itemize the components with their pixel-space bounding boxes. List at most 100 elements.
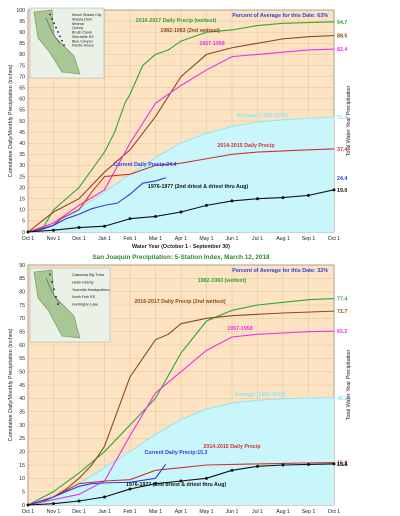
series-line-1957-1958 — [27, 48, 335, 233]
y-tick-label: 85 — [19, 276, 25, 282]
y-tick-label: 60 — [19, 97, 25, 103]
series-point — [154, 214, 157, 218]
station-marker — [53, 288, 55, 291]
y-tick-label: 10 — [19, 208, 25, 214]
series-point — [77, 499, 81, 503]
y-tick-label: 80 — [19, 289, 25, 295]
station-label: Quincy — [72, 26, 83, 30]
y-tick-label: 55 — [19, 356, 25, 362]
y-tick-label: 50 — [19, 369, 25, 375]
series-label-1976-1977-2nd-driest-driest-thru-aug: 1976-1977 (2nd driest & driest thru Aug) — [148, 184, 248, 190]
y-tick-label: 90 — [19, 30, 25, 36]
x-tick-label: Jul 1 — [252, 509, 263, 515]
series-point — [179, 210, 183, 214]
x-tick-label: May 1 — [199, 236, 213, 242]
y-tick-label: 85 — [19, 41, 25, 47]
series-point — [103, 495, 106, 499]
series-label-average-1960-2015: Average (1960-2015) — [236, 113, 287, 119]
series-point — [256, 464, 259, 468]
end-value-2014-2015-daily-precip: 15.9 — [337, 461, 347, 467]
series-point — [205, 476, 208, 480]
y-tick-label: 25 — [19, 436, 25, 442]
series-point — [281, 463, 285, 467]
station-label: Sierraville RS — [72, 35, 94, 39]
x-tick-label: Jan 1 — [98, 236, 111, 242]
series-line-1957-1958 — [27, 330, 335, 506]
y-tick-label: 65 — [19, 86, 25, 92]
series-line-1982-1983-2nd-wettest — [27, 34, 335, 233]
station-label: Huntington Lake — [72, 303, 98, 307]
series-point — [230, 199, 234, 203]
x-tick-label: Dec 1 — [72, 509, 86, 515]
series-line-average-1960-2015 — [27, 116, 335, 233]
series-label-2016-2017-daily-precip-2nd-wettest: 2016-2017 Daily Precip (2nd wettest) — [134, 299, 226, 305]
end-value-current-daily-precip: 15.3 — [337, 462, 347, 468]
series-point — [332, 462, 336, 466]
station-marker — [49, 13, 51, 16]
x-tick-label: Feb 1 — [123, 509, 136, 515]
series-point — [154, 482, 157, 486]
station-label: Yosemite Headquarters — [72, 288, 110, 292]
end-value-2014-2015-daily-precip: 37.4 — [337, 147, 347, 153]
series-label-1982-1983-wettest: 1982-1983 (wettest) — [198, 278, 247, 284]
y-tick-label: 65 — [19, 329, 25, 335]
series-point — [52, 228, 55, 232]
y-axis-label-right: Total Water Year Precipitation — [346, 350, 352, 421]
y-tick-label: 80 — [19, 52, 25, 58]
station-label: Blue Canyon — [72, 39, 93, 43]
series-point — [77, 226, 81, 230]
y-tick-label: 5 — [22, 219, 25, 225]
y-tick-label: 40 — [19, 141, 25, 147]
y-tick-label: 10 — [19, 476, 25, 482]
y-tick-label: 75 — [19, 63, 25, 69]
end-value-1957-1958: 65.2 — [337, 329, 347, 335]
end-value-1957-1958: 82.4 — [337, 47, 347, 53]
station-marker — [57, 31, 59, 33]
end-value-average-1960-2015: 51.8 — [337, 115, 347, 121]
series-point — [307, 193, 310, 197]
series-label-1976-1977-2nd-driest-driest-thru-aug: 1976-1977 (2nd driest & driest thru Aug) — [126, 482, 226, 488]
station-marker — [63, 44, 65, 47]
series-point — [103, 224, 106, 228]
x-tick-label: Aug 1 — [276, 236, 290, 242]
station-marker — [59, 35, 61, 38]
station-label: Mineral — [72, 22, 84, 26]
station-label: Brush Creek — [72, 31, 92, 35]
y-tick-label: 5 — [22, 489, 25, 495]
x-tick-label: Jan 1 — [98, 509, 111, 515]
x-tick-label: Nov 1 — [47, 509, 61, 515]
y-tick-label: 95 — [19, 19, 25, 25]
series-label-current-daily-precip: Current Daily Precip:15.3 — [145, 450, 208, 456]
series-area-average-1960-2015 — [28, 117, 334, 232]
y-axis-label-right: Total Water Year Precipitation — [346, 86, 352, 157]
x-tick-label: Oct 1 — [328, 236, 341, 242]
y-tick-label: 45 — [19, 383, 25, 389]
station-marker — [53, 22, 55, 25]
series-point — [128, 487, 132, 491]
y-tick-label: 30 — [19, 163, 25, 169]
x-tick-label: Oct 1 — [22, 509, 35, 515]
y-tick-label: 100 — [16, 8, 25, 14]
percent-of-average-note: Percent of Average for this Date: 32% — [232, 268, 328, 274]
y-tick-label: 0 — [22, 503, 25, 509]
inset-map: Calaveras Big Trees Hetch Hetchy Yosemite … — [29, 267, 111, 343]
end-value-1982-1983-wettest: 77.4 — [337, 297, 347, 303]
end-value-1982-1983-2nd-wettest: 88.5 — [337, 34, 347, 40]
series-line-2014-2015-daily-precip — [27, 462, 335, 506]
series-point — [256, 197, 259, 201]
series-point — [307, 462, 310, 466]
series-point — [332, 188, 336, 192]
station-label: Calaveras Big Trees — [72, 273, 105, 277]
river-line — [45, 277, 61, 305]
y-tick-label: 25 — [19, 174, 25, 180]
series-point — [230, 468, 234, 472]
end-value-2016-2017-daily-precip-wettest: 94.7 — [337, 20, 347, 26]
x-tick-label: Jul 1 — [252, 236, 263, 242]
series-label-1957-1958: 1957-1958 — [227, 326, 252, 332]
series-point — [179, 479, 183, 483]
y-tick-label: 15 — [19, 463, 25, 469]
end-value-1976-1977-2nd-driest-driest-thru-aug: 15.4 — [337, 462, 347, 468]
x-tick-label: Jun 1 — [226, 509, 239, 515]
y-tick-label: 60 — [19, 343, 25, 349]
